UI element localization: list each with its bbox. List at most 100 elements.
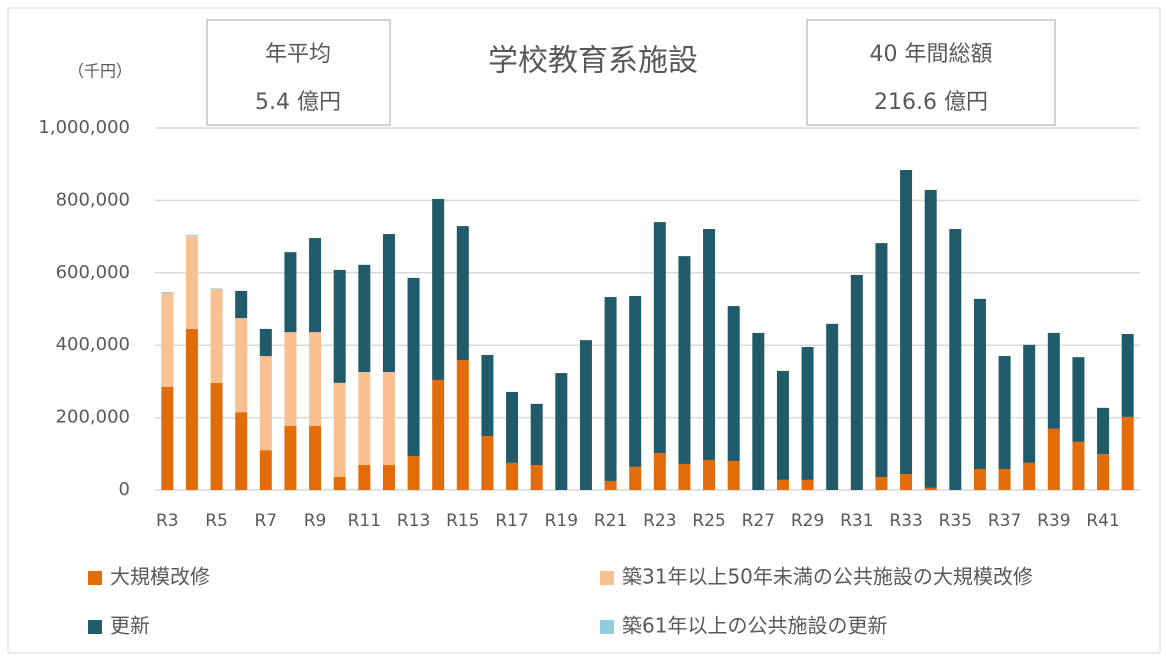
legend-swatch bbox=[88, 571, 102, 585]
x-tick-label: R27 bbox=[742, 511, 775, 531]
bar-segment bbox=[161, 293, 174, 387]
bar-segment bbox=[358, 371, 371, 466]
bar-segment bbox=[604, 297, 617, 481]
legend-label: 築31年以上50年未満の公共施設の大規模改修 bbox=[622, 565, 1033, 589]
annotation-box bbox=[206, 19, 391, 126]
legend-swatch bbox=[600, 571, 614, 585]
bar-segment bbox=[506, 462, 519, 490]
bar-segment bbox=[259, 328, 272, 357]
bar-segment bbox=[1047, 428, 1060, 490]
bar-segment bbox=[259, 356, 272, 451]
bar-segment bbox=[1072, 441, 1085, 490]
bar-segment bbox=[358, 465, 371, 490]
bar-segment bbox=[456, 226, 469, 361]
bar-segment bbox=[235, 412, 248, 490]
bar-segment bbox=[210, 289, 223, 383]
bar-segment bbox=[333, 476, 346, 490]
bar-segment bbox=[801, 347, 814, 480]
bar-segment bbox=[1072, 357, 1085, 442]
bar-segment bbox=[210, 382, 223, 490]
y-tick-label: 0 bbox=[119, 479, 130, 500]
legend-swatch bbox=[600, 620, 614, 634]
bar-segment bbox=[727, 461, 740, 490]
bar-segment bbox=[284, 332, 297, 426]
bar-segment bbox=[678, 463, 691, 490]
bar-segment bbox=[579, 340, 592, 490]
bar-segment bbox=[481, 436, 494, 490]
x-tick-label: R21 bbox=[594, 511, 627, 531]
bar-segment bbox=[185, 234, 198, 236]
bar-segment bbox=[801, 479, 814, 490]
bar-segment bbox=[456, 360, 469, 490]
annotation: 216.6 億円 bbox=[874, 90, 988, 115]
bar-segment bbox=[900, 474, 913, 490]
bar-segment bbox=[235, 290, 248, 319]
bar-segment bbox=[235, 318, 248, 413]
x-tick-label: R31 bbox=[840, 511, 873, 531]
bar-segment bbox=[210, 288, 223, 290]
bar-segment bbox=[530, 465, 543, 490]
x-tick-label: R37 bbox=[988, 511, 1021, 531]
bar-segment bbox=[604, 480, 617, 490]
bar-segment bbox=[826, 323, 839, 490]
y-tick-label: 200,000 bbox=[56, 407, 130, 428]
bar-segment bbox=[382, 371, 395, 466]
x-tick-label: R35 bbox=[939, 511, 972, 531]
bar-segment bbox=[333, 382, 346, 477]
bar-segment bbox=[998, 469, 1011, 490]
bar-segment bbox=[1121, 416, 1134, 490]
x-tick-label: R29 bbox=[791, 511, 824, 531]
bar-segment bbox=[161, 291, 174, 294]
bar-segment bbox=[259, 450, 272, 490]
bar-segment bbox=[1097, 407, 1110, 455]
bar-segment bbox=[1121, 333, 1134, 417]
bar-segment bbox=[309, 238, 322, 333]
bar-segment bbox=[850, 274, 863, 490]
bar-segment bbox=[407, 455, 420, 490]
bar-segment bbox=[949, 228, 962, 491]
bar-segment bbox=[998, 356, 1011, 470]
bar-segment bbox=[185, 235, 198, 329]
legend-swatch bbox=[88, 620, 102, 634]
bar-segment bbox=[973, 469, 986, 490]
annotation: 5.4 億円 bbox=[255, 90, 341, 115]
x-tick-label: R23 bbox=[643, 511, 676, 531]
bar-segment bbox=[776, 479, 789, 490]
bar-segment bbox=[432, 379, 445, 490]
unit-label: （千円） bbox=[68, 62, 132, 81]
bar-segment bbox=[703, 228, 716, 460]
bar-segment bbox=[924, 487, 937, 490]
bar-segment bbox=[629, 295, 642, 467]
bar-segment bbox=[900, 169, 913, 475]
bar-segment bbox=[875, 243, 888, 477]
bar-segment bbox=[358, 264, 371, 372]
x-tick-label: R17 bbox=[495, 511, 528, 531]
bar-segment bbox=[875, 476, 888, 490]
y-tick-label: 600,000 bbox=[56, 262, 130, 283]
bar-segment bbox=[924, 189, 937, 488]
bar-segment bbox=[530, 403, 543, 466]
bar-segment bbox=[382, 234, 395, 372]
x-tick-label: R19 bbox=[545, 511, 578, 531]
bar-segment bbox=[309, 332, 322, 426]
bar-segment bbox=[481, 354, 494, 437]
y-tick-label: 800,000 bbox=[56, 189, 130, 210]
bar-segment bbox=[703, 459, 716, 490]
bar-segment bbox=[284, 425, 297, 490]
bar-segment bbox=[653, 222, 666, 454]
legend-label: 大規模改修 bbox=[110, 565, 210, 589]
bar-segment bbox=[161, 386, 174, 490]
x-tick-label: R7 bbox=[254, 511, 277, 531]
bar-segment bbox=[727, 306, 740, 462]
y-tick-label: 1,000,000 bbox=[38, 117, 130, 138]
annotation: 40 年間総額 bbox=[870, 42, 993, 67]
bar-segment bbox=[432, 198, 445, 380]
annotation-box bbox=[806, 19, 1056, 126]
bar-segment bbox=[776, 370, 789, 480]
x-tick-label: R41 bbox=[1086, 511, 1119, 531]
bar-segment bbox=[629, 466, 642, 490]
bar-segment bbox=[678, 256, 691, 464]
x-tick-label: R3 bbox=[156, 511, 179, 531]
legend-label: 築61年以上の公共施設の更新 bbox=[622, 614, 887, 638]
